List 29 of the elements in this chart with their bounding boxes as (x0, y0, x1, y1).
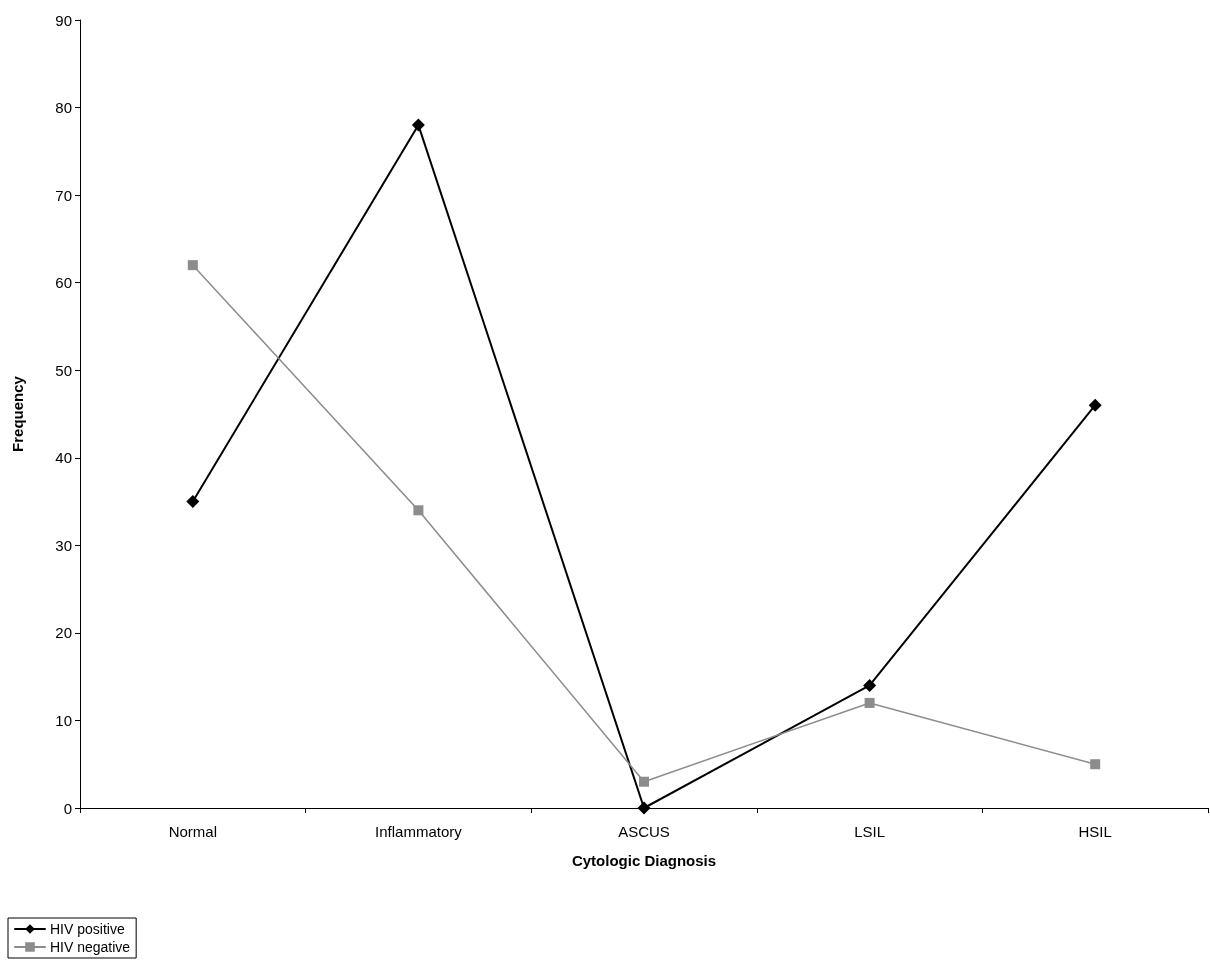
x-tick-label: ASCUS (618, 823, 670, 840)
x-tick-label: Inflammatory (375, 823, 463, 840)
legend-label: HIV positive (50, 921, 125, 937)
y-tick-label: 80 (55, 99, 72, 117)
point (1088, 398, 1102, 412)
legend-label: HIV negative (50, 939, 131, 955)
point (637, 801, 651, 815)
y-tick-label: 0 (63, 799, 72, 817)
point (411, 118, 425, 132)
point (863, 678, 877, 692)
y-tick-label: 90 (55, 11, 72, 29)
y-tick-label: 30 (55, 536, 72, 554)
y-tick-label: 10 (55, 711, 72, 729)
point (1090, 759, 1101, 770)
y-tick-label: 70 (55, 186, 72, 204)
y-tick-label: 60 (55, 274, 72, 292)
point (187, 260, 198, 271)
x-tick-label: HSIL (1078, 823, 1112, 840)
point (186, 495, 200, 509)
y-tick-label: 20 (55, 624, 72, 642)
x-tick-label: Normal (168, 823, 217, 840)
x-axis-title: Cytologic Diagnosis (571, 852, 717, 869)
point (639, 776, 649, 787)
y-tick-label: 40 (55, 449, 72, 467)
point (864, 697, 875, 708)
x-tick-label: LSIL (854, 823, 886, 840)
y-axis-title: Frequency (9, 375, 26, 452)
point (413, 505, 424, 516)
y-tick-label: 50 (55, 361, 72, 379)
